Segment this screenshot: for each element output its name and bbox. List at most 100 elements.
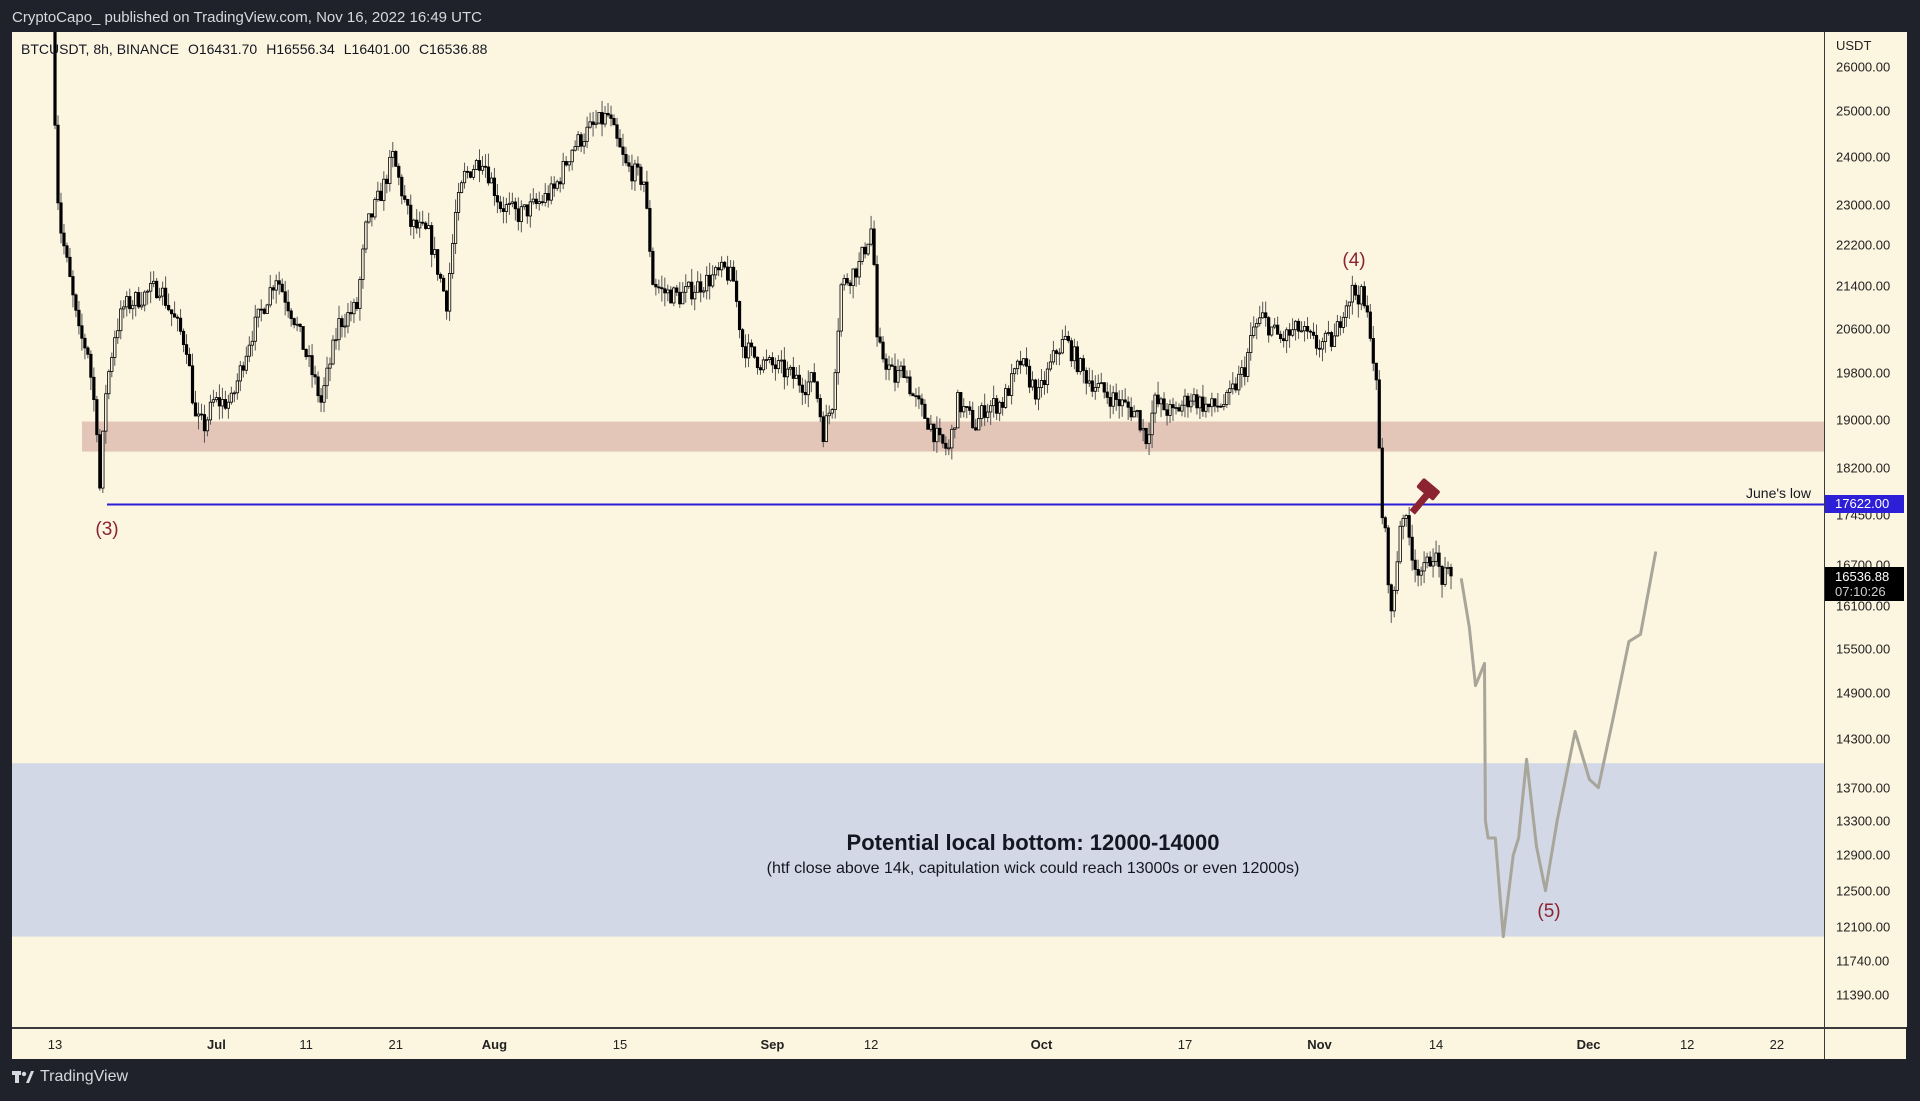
candle-body	[131, 304, 135, 310]
candle-body	[851, 268, 855, 286]
candle-body	[767, 357, 772, 360]
candle-body	[301, 326, 305, 350]
candle-body	[1344, 305, 1348, 318]
candle-body	[137, 292, 141, 308]
candle-body	[672, 287, 676, 304]
candle-body	[1174, 407, 1178, 410]
candle-body	[582, 141, 586, 147]
time-tick-label: 13	[47, 1037, 63, 1052]
time-tick-label: 14	[1428, 1037, 1444, 1052]
candle-body	[1012, 368, 1017, 375]
candle-body	[537, 201, 541, 205]
june-low-label: June's low	[1746, 485, 1811, 501]
candle-body	[450, 243, 455, 274]
candle-body	[561, 161, 565, 185]
candle-body	[104, 393, 108, 432]
price-axis[interactable]: 11390.00 11740.00 12100.00 12500.00 12900.00…	[1824, 32, 1907, 1027]
candle-body	[1323, 332, 1328, 342]
candle-body	[1374, 362, 1378, 381]
candle-body	[65, 245, 69, 258]
candle-body	[794, 374, 798, 379]
candle-body	[361, 248, 365, 280]
candle-body	[863, 246, 867, 255]
candle-body	[926, 418, 930, 430]
candle-body	[1356, 294, 1360, 305]
price-tick-label: 13300.00	[1836, 813, 1891, 829]
candle-body	[1338, 321, 1343, 328]
candle-body	[172, 313, 177, 318]
candle-body	[803, 391, 807, 396]
candle-body	[597, 112, 601, 124]
candle-body	[836, 330, 840, 374]
candle-body	[313, 374, 317, 378]
candle-body	[1404, 515, 1408, 519]
candle-body	[908, 376, 912, 395]
candle-body	[1410, 536, 1414, 561]
candle-body	[839, 284, 843, 332]
price-tick-label: 14300.00	[1836, 731, 1891, 747]
candle-body	[1383, 517, 1387, 529]
candle-body	[887, 364, 891, 370]
candle-body	[1428, 556, 1432, 567]
candle-body	[1144, 428, 1148, 445]
candle-body	[1042, 380, 1047, 386]
price-tick-label: 23000.00	[1836, 197, 1891, 213]
candle-body	[618, 137, 622, 148]
candle-body	[989, 405, 993, 413]
price-tick-label: 12100.00	[1836, 919, 1891, 935]
candle-body	[675, 287, 679, 293]
candle-body	[1147, 434, 1151, 445]
candle-body	[519, 206, 523, 222]
candle-body	[785, 368, 789, 378]
candle-body	[992, 398, 996, 407]
candle-body	[262, 308, 266, 314]
candle-body	[143, 291, 147, 306]
price-tick-label: 18200.00	[1836, 460, 1891, 476]
candle-body	[459, 182, 464, 193]
candle-body	[1108, 397, 1112, 407]
candle-body	[776, 360, 781, 370]
footer-brand: TradingView	[12, 1068, 128, 1086]
candle-body	[651, 250, 655, 285]
price-tick-label: 11390.00	[1836, 987, 1890, 1003]
candle-body	[1004, 388, 1008, 408]
candle-body	[334, 339, 338, 342]
candle-body	[1006, 388, 1011, 396]
candle-body	[1279, 333, 1283, 340]
time-axis[interactable]: 13 Jul 11 21 Aug 15 Sep 12 Oct 17 Nov 14 Dec 12 22	[12, 1027, 1906, 1059]
price-tick-label: 15500.00	[1836, 641, 1891, 657]
time-tick-label: 17	[1177, 1037, 1193, 1052]
candle-body	[570, 149, 574, 163]
candle-body	[1030, 379, 1035, 388]
candle-body	[304, 349, 308, 358]
candle-body	[89, 353, 93, 378]
candle-body	[1377, 379, 1381, 449]
candle-body	[439, 273, 443, 279]
candle-body	[962, 406, 966, 413]
candle-body	[1051, 350, 1056, 363]
candle-body	[1225, 392, 1229, 405]
candle-body	[752, 346, 757, 358]
candle-body	[119, 308, 123, 332]
time-tick-label: Oct	[1030, 1037, 1053, 1052]
candle-body	[229, 392, 233, 403]
candle-body	[773, 364, 778, 370]
candle-body	[1111, 392, 1115, 407]
candle-body	[639, 166, 643, 185]
chart-pane[interactable]: BTCUSDT, 8h, BINANCE O16431.70 H16556.34 L1…	[12, 32, 1824, 1027]
wave-5-label: (5)	[1537, 901, 1561, 922]
bottom-zone-title: Potential local bottom: 12000-14000	[846, 830, 1220, 855]
candle-body	[445, 290, 449, 312]
candle-body	[349, 312, 353, 315]
candle-body	[540, 201, 544, 204]
candle-body	[797, 374, 801, 386]
candle-body	[654, 284, 658, 288]
candle-body	[1431, 561, 1435, 567]
candle-body	[274, 280, 278, 291]
candle-body	[169, 309, 174, 315]
candle-body	[669, 289, 673, 304]
candle-body	[1093, 387, 1097, 392]
candle-body	[615, 124, 619, 139]
chart-canvas[interactable]	[12, 32, 1824, 1027]
candle-body	[657, 286, 661, 289]
